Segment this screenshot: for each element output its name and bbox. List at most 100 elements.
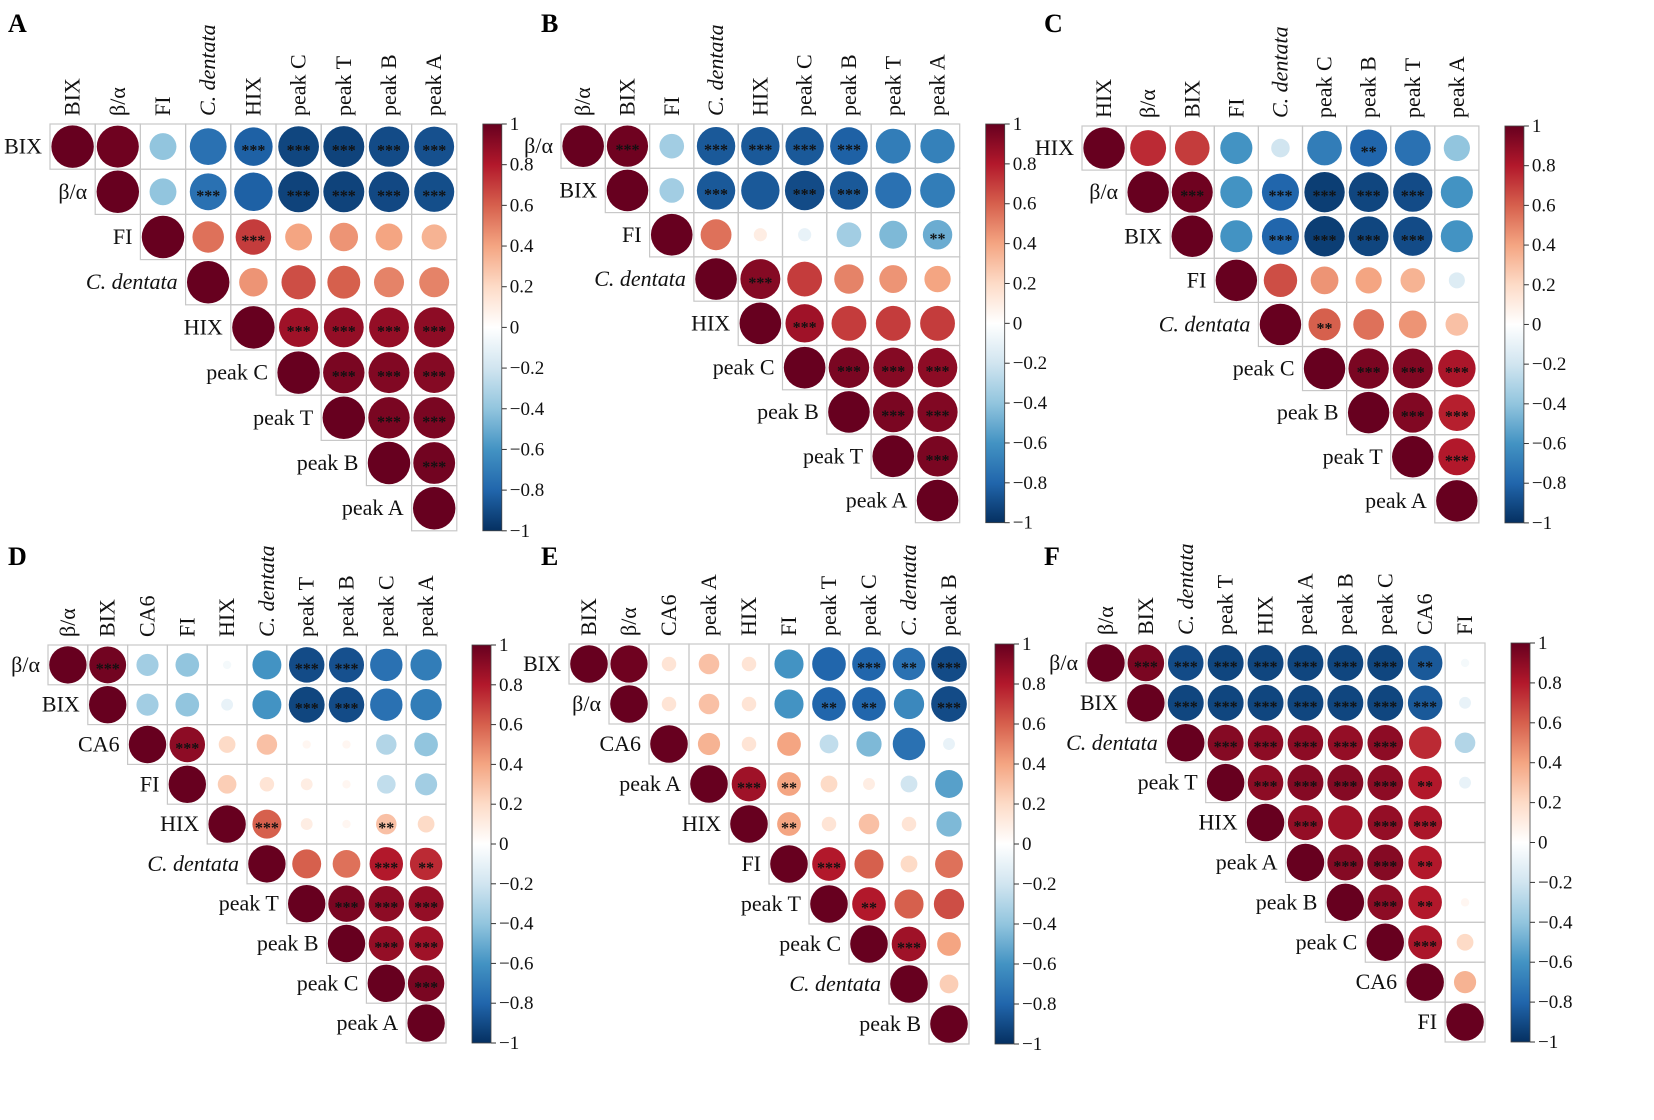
- correlation-circle: [1392, 436, 1434, 478]
- significance-label: ***: [1214, 699, 1238, 716]
- row-label: peak C: [206, 360, 268, 385]
- correlation-circle: [852, 647, 886, 681]
- significance-label: ***: [241, 233, 265, 250]
- row-label: CA6: [78, 732, 120, 757]
- correlation-circle: [1348, 172, 1389, 213]
- significance-label: ***: [287, 323, 311, 340]
- row-label: C. dentata: [1159, 311, 1251, 336]
- correlation-circle: [1247, 724, 1284, 761]
- correlation-circle: [783, 346, 826, 389]
- correlation-circle: [917, 391, 958, 433]
- colorbar-tick-label: 1: [499, 635, 509, 656]
- significance-label: ***: [737, 780, 761, 797]
- significance-label: ***: [1293, 739, 1317, 756]
- correlation-circle: [787, 261, 823, 297]
- correlation-circle: [900, 775, 918, 793]
- correlation-circle: [189, 173, 227, 211]
- correlation-circle: [88, 685, 127, 724]
- correlation-circle: [1392, 392, 1433, 433]
- grid-cell: [914, 477, 961, 524]
- significance-label: **: [1317, 320, 1333, 337]
- correlation-circle: [168, 765, 207, 804]
- correlation-circle: [169, 726, 206, 763]
- column-label: C. dentata: [703, 24, 728, 116]
- colorbar-tick-label: −0.6: [1013, 433, 1047, 454]
- correlation-circle: [933, 888, 965, 920]
- correlation-circle: [1167, 724, 1205, 762]
- correlation-circle: [1286, 843, 1325, 882]
- correlation-circle: [1408, 726, 1442, 759]
- correlation-circle: [376, 774, 396, 794]
- panel-label-d: D: [8, 542, 27, 571]
- row-label: BIX: [523, 651, 561, 676]
- colorbar-tick-label: −0.6: [1532, 434, 1566, 455]
- correlation-circle: [218, 736, 236, 753]
- correlation-circle: [175, 692, 200, 717]
- significance-label: ***: [1293, 819, 1317, 836]
- significance-label: ***: [937, 700, 961, 717]
- correlation-circle: [149, 133, 177, 161]
- correlation-circle: [1394, 130, 1431, 166]
- column-label: BIX: [95, 599, 120, 637]
- correlation-circle: [1303, 347, 1346, 390]
- colorbar-tick-label: 1: [1022, 634, 1032, 655]
- row-label: C. dentata: [594, 266, 686, 291]
- column-label: FI: [776, 616, 801, 636]
- correlation-circle: [368, 126, 410, 167]
- significance-label: ***: [1268, 188, 1292, 205]
- correlation-circle: [696, 171, 736, 210]
- column-label: peak C: [1312, 56, 1337, 118]
- significance-label: ***: [704, 186, 728, 203]
- correlation-circle: [413, 442, 456, 484]
- column-label: FI: [1452, 615, 1477, 635]
- row-label: BIX: [1124, 223, 1162, 248]
- colorbar-tick-label: 0: [1022, 834, 1032, 855]
- column-label: peak B: [1332, 573, 1357, 635]
- correlation-circle: [141, 215, 185, 259]
- grid-cell: [1444, 1001, 1486, 1043]
- colorbar-tick-label: 0.2: [1532, 275, 1556, 296]
- correlation-circle: [1215, 259, 1258, 302]
- row-label: peak T: [253, 405, 314, 430]
- correlation-circle: [875, 128, 911, 164]
- correlation-circle: [1367, 804, 1403, 841]
- correlation-circle: [659, 133, 685, 159]
- correlation-circle: [1327, 684, 1364, 721]
- row-label: FI: [1418, 1009, 1438, 1034]
- correlation-circle: [875, 172, 912, 209]
- row-label: peak B: [257, 931, 319, 956]
- correlation-circle: [1247, 764, 1284, 801]
- correlation-circle: [1407, 645, 1443, 681]
- correlation-circle: [279, 307, 319, 347]
- correlation-circle: [1287, 804, 1324, 841]
- colorbar-tick-label: 0.6: [510, 195, 534, 216]
- correlation-circle: [836, 222, 862, 248]
- column-label: peak B: [334, 575, 359, 637]
- colorbar-tick-label: 0.8: [1538, 673, 1562, 694]
- correlation-circle: [873, 347, 914, 388]
- correlation-circle: [259, 777, 275, 792]
- correlation-circle: [1445, 313, 1469, 336]
- correlation-circle: [879, 265, 908, 294]
- column-label: FI: [174, 617, 199, 637]
- correlation-circle: [1398, 310, 1427, 339]
- significance-label: ***: [335, 661, 359, 678]
- correlation-circle: [1127, 644, 1165, 682]
- colorbar-tick-label: −0.4: [1022, 914, 1057, 935]
- correlation-circle: [277, 351, 320, 394]
- correlation-circle: [739, 302, 782, 345]
- row-label: peak C: [297, 970, 359, 995]
- significance-label: ***: [881, 408, 905, 425]
- colorbar-tick-label: 0: [510, 317, 520, 338]
- colorbar-tick-label: −1: [1532, 513, 1552, 534]
- correlation-circle: [698, 653, 720, 675]
- significance-label: ***: [422, 369, 446, 386]
- significance-label: ***: [897, 940, 921, 957]
- correlation-circle: [342, 740, 351, 749]
- column-label: C. dentata: [1173, 543, 1198, 635]
- colorbar-tick-label: −0.2: [510, 358, 544, 379]
- correlation-circle: [1261, 173, 1299, 211]
- correlation-circle: [698, 693, 720, 715]
- correlation-circle: [659, 178, 685, 203]
- significance-label: ***: [1445, 409, 1469, 426]
